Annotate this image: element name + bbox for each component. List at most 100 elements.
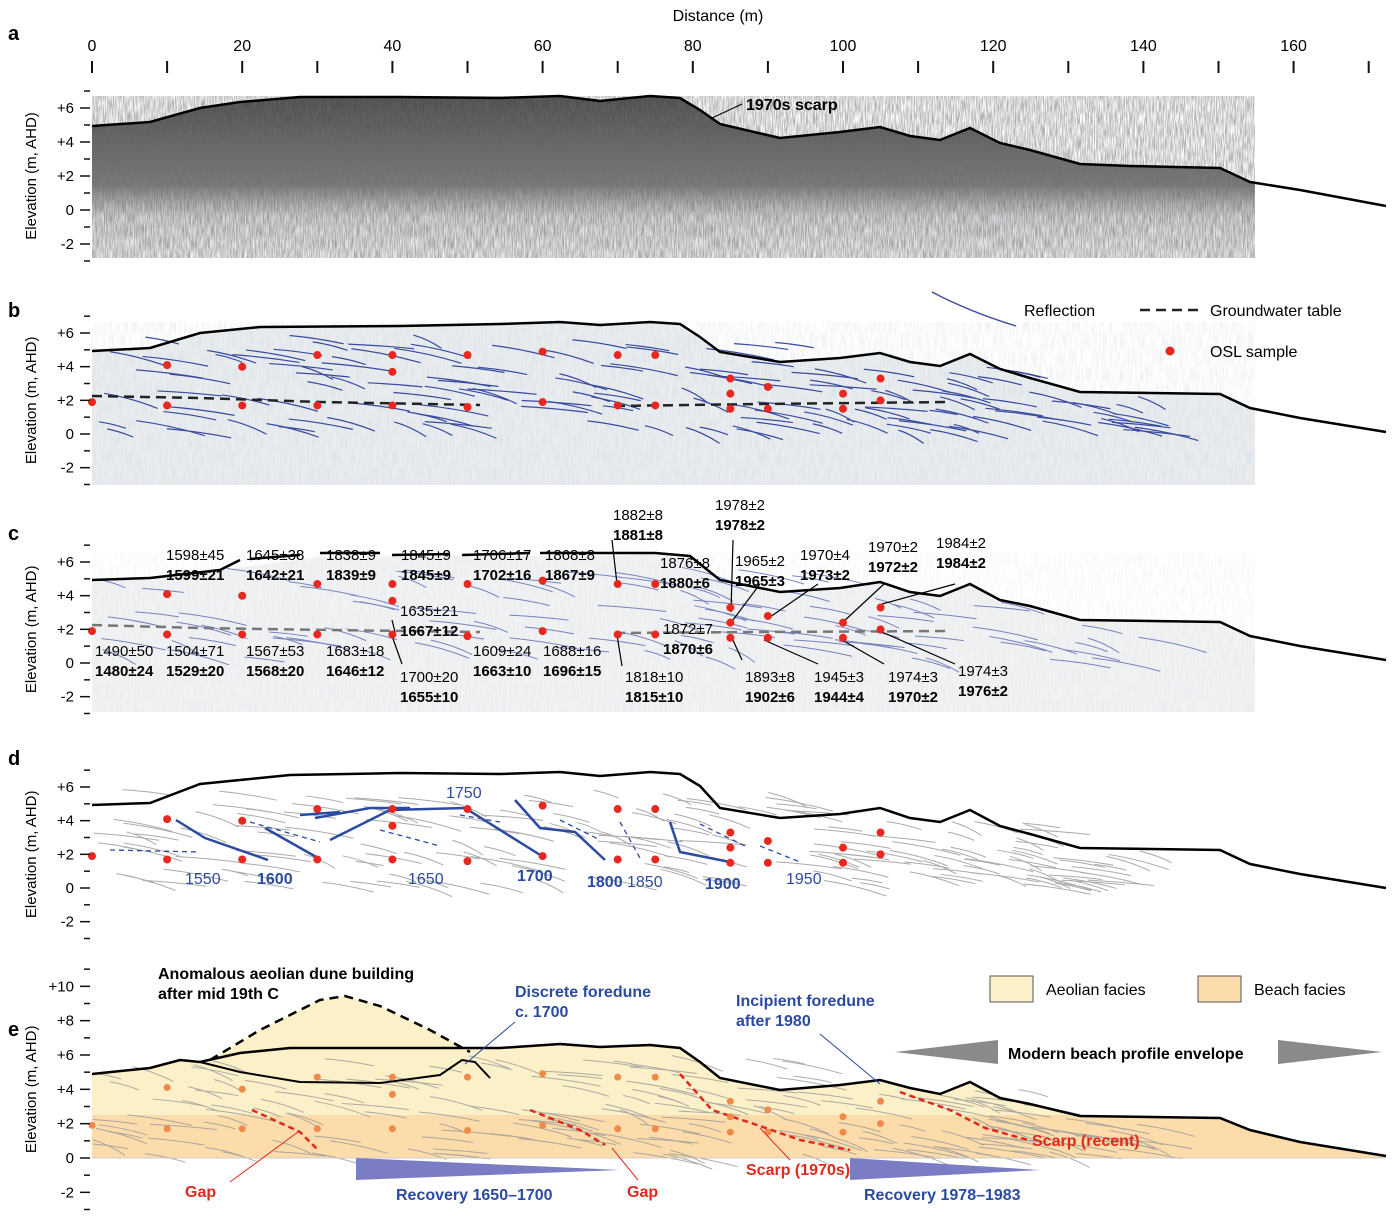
reflection-line <box>736 428 784 441</box>
osl-sample-dot <box>651 630 660 639</box>
reflection-line <box>219 790 277 801</box>
reflection-line <box>909 871 960 887</box>
reflection-line <box>662 793 692 806</box>
reflection-line <box>458 388 509 401</box>
reflection-line <box>351 348 421 364</box>
osl-sample-dot <box>539 1121 547 1129</box>
osl-age-secondary: 1984±2 <box>936 555 986 572</box>
osl-sample-dot <box>876 828 885 837</box>
elevation-tick-label: +2 <box>57 1116 74 1133</box>
reflection-line <box>792 575 829 583</box>
reflection-line <box>268 362 333 371</box>
reflection-line <box>630 1066 697 1075</box>
reflection-line <box>986 1124 1035 1141</box>
reflection-line <box>142 355 208 367</box>
reflection-line <box>566 1137 603 1147</box>
osl-sample-dot <box>651 855 660 864</box>
osl-sample-dot <box>238 855 247 864</box>
panel-b-radargram-texture <box>92 322 1255 485</box>
osl-age-secondary: 1815±10 <box>625 689 683 706</box>
reflection-line <box>123 822 193 838</box>
osl-sample-dot <box>163 815 172 824</box>
reflection-line <box>188 637 236 647</box>
reflection-line <box>261 1098 305 1113</box>
legend-reflection-label: Reflection <box>1024 303 1095 320</box>
reflection-line <box>1000 641 1046 652</box>
osl-sample-dot <box>876 603 885 612</box>
gap-left-leader <box>229 1131 299 1183</box>
reflection-line <box>940 873 983 882</box>
age-leader <box>881 631 956 665</box>
osl-age-primary: 1598±45 <box>166 547 224 564</box>
osl-sample-dot <box>763 633 772 642</box>
reflection-line <box>1011 370 1041 378</box>
panel-e-osl-samples <box>88 1070 885 1136</box>
osl-sample-dot <box>388 401 397 410</box>
reflection-line <box>940 396 976 411</box>
osl-sample-dot <box>726 389 735 398</box>
reflection-line <box>404 569 455 579</box>
osl-age-secondary: 1696±15 <box>543 663 601 680</box>
reflection-line <box>191 1066 239 1077</box>
osl-age-secondary: 1976±2 <box>958 683 1008 700</box>
reflection-line <box>427 880 490 895</box>
reflection-line <box>314 1100 372 1118</box>
reflection-line <box>703 1100 749 1116</box>
osl-sample-dot <box>839 633 847 642</box>
elevation-tick-label: +10 <box>49 978 74 995</box>
reflection-line <box>437 379 499 388</box>
panel-e-elevation-axis: +10 +8 +6 +4 +2 0 -2 Elevation (m, AHD) <box>23 968 90 1211</box>
elevation-tick-label: -2 <box>61 460 74 477</box>
reflection-line <box>243 862 300 873</box>
reflection-line <box>166 428 232 439</box>
reflection-line <box>389 873 417 883</box>
osl-age-primary: 1978±2 <box>715 497 765 514</box>
reflection-line <box>1112 1139 1157 1151</box>
osl-sample-dot <box>238 630 247 639</box>
osl-age-primary: 1700±20 <box>400 669 458 686</box>
reflection-line <box>898 429 925 444</box>
reflection-line <box>132 1066 174 1083</box>
reflection-line <box>833 866 889 878</box>
reflection-line <box>950 846 987 858</box>
reflection-line <box>188 1086 223 1099</box>
reflection-line <box>470 826 520 835</box>
reflection-line <box>433 1148 488 1155</box>
osl-sample-dot <box>388 855 397 864</box>
scarp-recent-label: Scarp (recent) <box>1032 1133 1140 1150</box>
reflection-line <box>178 612 247 626</box>
panel-c-surface-line <box>91 551 1387 662</box>
reflection-line <box>989 1115 1036 1125</box>
reflection-line <box>104 392 158 409</box>
panel-b-reflections <box>98 334 1199 444</box>
anomalous-dune-label-1: Anomalous aeolian dune building <box>158 966 414 983</box>
reflection-line <box>490 1133 535 1141</box>
reflection-line <box>644 649 671 660</box>
reflection-line <box>1028 1126 1096 1138</box>
reflection-line <box>910 598 941 611</box>
osl-age-secondary: 1970±2 <box>888 689 938 706</box>
reflection-line <box>284 826 354 839</box>
reflection-line <box>542 349 594 364</box>
osl-sample-dot <box>763 404 772 413</box>
isochron-1600 <box>175 818 269 862</box>
reflection-line <box>1075 1135 1141 1142</box>
reflection-line <box>661 1116 726 1123</box>
reflection-line <box>483 846 516 857</box>
reflection-line <box>300 585 357 597</box>
reflection-line <box>985 1127 1049 1139</box>
osl-sample-dot <box>538 398 547 407</box>
osl-sample-dot <box>726 603 735 612</box>
reflection-line <box>1094 863 1127 871</box>
osl-sample-dot <box>763 858 772 867</box>
reflection-line <box>797 1091 854 1100</box>
reflection-line <box>1022 822 1061 829</box>
osl-sample-dot <box>651 805 660 814</box>
reflection-line <box>728 647 756 663</box>
reflection-line <box>702 876 738 883</box>
reflection-line <box>1099 1140 1157 1149</box>
distance-tick-label: 20 <box>233 38 251 55</box>
osl-sample-dot <box>388 580 397 589</box>
osl-sample-dot <box>613 630 622 639</box>
reflection-line <box>911 657 951 669</box>
